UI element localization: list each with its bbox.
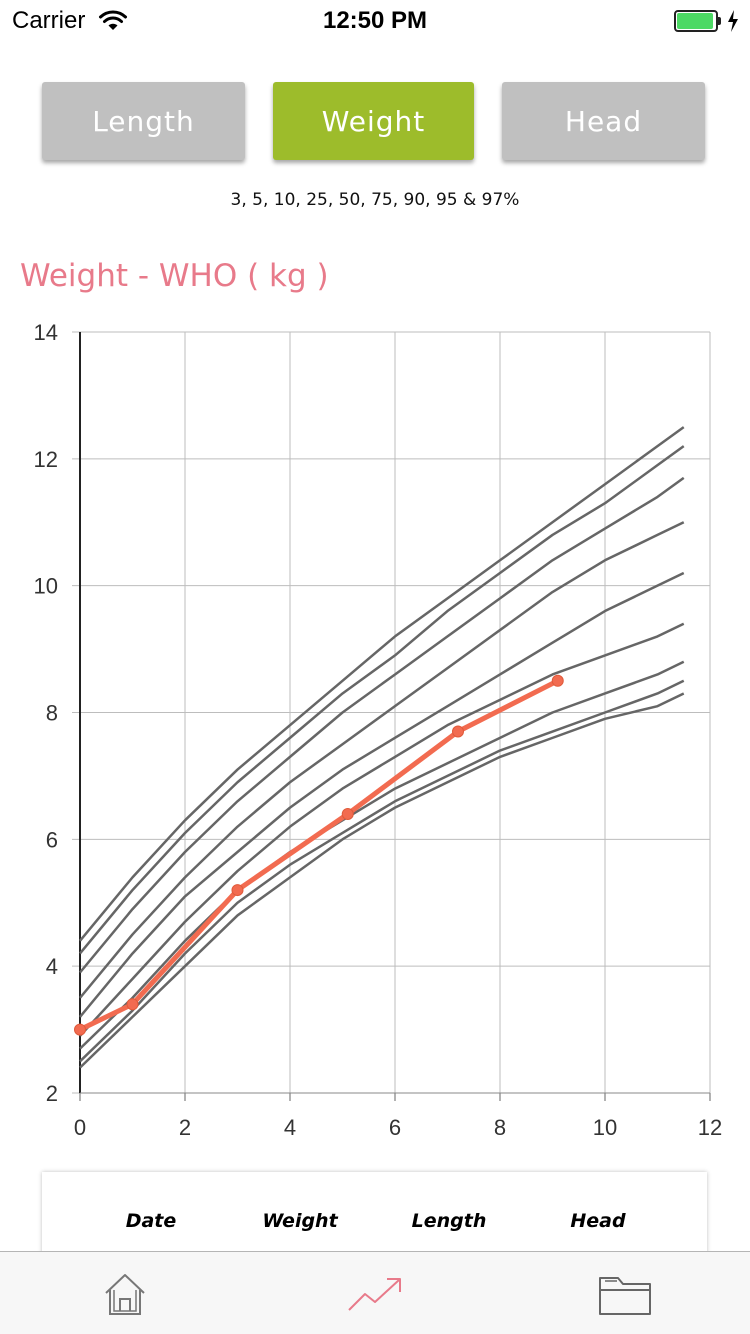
bottom-tab-bar xyxy=(0,1251,750,1334)
percentile-line-3 xyxy=(79,660,685,1050)
y-tick-label: 2 xyxy=(46,1081,58,1106)
carrier-label: Carrier xyxy=(12,7,86,34)
column-header-head: Head xyxy=(570,1210,626,1232)
x-tick-label: 6 xyxy=(389,1115,401,1140)
tab-length[interactable]: Length xyxy=(42,82,245,160)
y-tick-label: 8 xyxy=(46,701,58,726)
status-bar: Carrier 12:50 PM xyxy=(0,0,750,40)
percentile-line-8 xyxy=(79,445,685,955)
y-tick-label: 4 xyxy=(46,954,58,979)
column-header-length: Length xyxy=(411,1210,487,1232)
column-header-weight: Weight xyxy=(262,1210,338,1232)
x-tick-label: 10 xyxy=(593,1115,617,1140)
child-weight-point xyxy=(551,674,564,687)
percentile-line-7 xyxy=(79,476,685,974)
percentile-line-1 xyxy=(79,692,685,1069)
status-time: 12:50 PM xyxy=(322,7,428,34)
x-tick-label: 4 xyxy=(284,1115,296,1140)
child-weight-point xyxy=(74,1023,86,1036)
percentile-line-9 xyxy=(79,426,685,942)
home-icon xyxy=(105,1273,145,1315)
child-weight-point xyxy=(231,884,244,897)
tab-bar-home[interactable] xyxy=(0,1252,250,1334)
column-header-date: Date xyxy=(125,1210,177,1232)
battery-icon xyxy=(674,10,721,32)
y-tick-label: 14 xyxy=(34,320,58,345)
percentiles-caption: 3, 5, 10, 25, 50, 75, 90, 95 & 97% xyxy=(230,190,520,210)
chart-title: Weight - WHO ( kg ) xyxy=(20,258,329,294)
child-weight-point xyxy=(452,725,464,738)
tab-bar-files[interactable] xyxy=(500,1252,750,1334)
child-weight-point xyxy=(126,998,139,1011)
child-weight-line xyxy=(77,678,561,1033)
y-tick-label: 10 xyxy=(34,574,58,599)
folder-icon xyxy=(599,1276,651,1315)
percentile-line-2 xyxy=(79,679,685,1063)
percentile-line-4 xyxy=(79,622,685,1037)
tab-weight[interactable]: Weight xyxy=(273,82,474,160)
charging-icon xyxy=(728,10,738,32)
trending-up-icon xyxy=(348,1277,401,1311)
tab-bar-chart[interactable] xyxy=(250,1252,500,1334)
x-tick-label: 8 xyxy=(494,1115,506,1140)
x-tick-label: 2 xyxy=(179,1115,191,1140)
percentile-line-6 xyxy=(79,521,685,999)
wifi-icon xyxy=(99,10,127,30)
percentile-line-5 xyxy=(79,571,685,1018)
child-weight-point xyxy=(341,807,354,820)
x-tick-label: 12 xyxy=(698,1115,722,1140)
tab-head[interactable]: Head xyxy=(502,82,705,160)
x-tick-label: 0 xyxy=(74,1115,86,1140)
y-tick-label: 12 xyxy=(34,447,58,472)
y-tick-label: 6 xyxy=(46,827,58,852)
